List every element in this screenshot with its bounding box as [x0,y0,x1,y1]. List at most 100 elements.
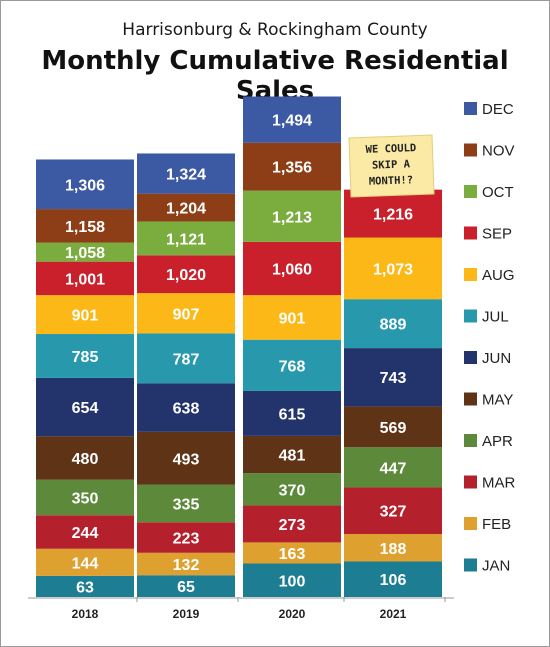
bar-segment-2018-may [36,436,134,480]
annotation-line: SKIP A [372,158,411,171]
data-label-2019-oct: 1,121 [166,231,206,248]
data-label-2018-dec: 1,306 [65,177,105,194]
data-label-2020-jul: 768 [279,358,306,375]
data-label-2018-jan: 63 [76,579,94,596]
data-label-2020-feb: 163 [279,546,306,563]
bar-segment-2019-sep [137,255,235,294]
annotation-line: MONTH!? [369,174,414,188]
bar-segment-2019-oct [137,221,235,256]
data-label-2021-jul: 889 [380,317,407,334]
data-label-2018-may: 480 [72,451,99,468]
data-label-2018-mar: 244 [72,525,99,542]
bar-segment-2020-jan [243,563,341,597]
data-label-2021-jan: 106 [380,572,407,589]
bar-segment-2021-feb [344,534,442,562]
bar-segment-2018-oct [36,242,134,262]
bar-segment-2020-feb [243,542,341,564]
x-tick-label-2020: 2020 [279,607,306,621]
legend: DEC NOV OCT SEP AUG JUL JUN MAY APR MAR FEB JAN [464,101,516,575]
data-label-2018-aug: 901 [72,308,99,325]
data-label-2019-nov: 1,204 [166,201,206,218]
bar-segment-2018-jul [36,334,134,378]
legend-label-mar: MAR [482,475,516,492]
bar-segment-2021-jun [344,348,442,407]
legend-label-apr: APR [482,433,513,450]
legend-swatch-mar [464,475,477,489]
data-label-2020-jun: 615 [279,406,306,423]
data-label-2021-may: 569 [380,420,407,437]
sticky-note [348,134,435,198]
data-label-2020-aug: 901 [279,310,306,327]
legend-label-feb: FEB [482,516,511,533]
bar-segment-2018-jan [36,575,134,597]
legend-swatch-aug [464,268,477,281]
data-label-2019-aug: 907 [173,306,200,323]
legend-swatch-feb [464,517,477,530]
bar-segment-2019-dec [137,153,235,194]
legend-label-sep: SEP [482,226,512,243]
bar-segment-2021-jul [344,299,442,349]
bar-segment-2018-dec [36,159,134,210]
bar-segment-2021-may [344,406,442,448]
legend-swatch-jan [464,558,477,572]
bar-segment-2020-mar [243,505,341,543]
data-label-2019-mar: 223 [173,531,200,548]
bar-segment-2021-sep [344,189,442,238]
data-label-2018-jun: 654 [72,400,99,417]
data-label-2018-apr: 350 [72,491,99,508]
data-label-2019-apr: 335 [173,497,200,514]
data-label-2019-jan: 65 [177,579,195,596]
data-label-2018-feb: 144 [72,555,99,572]
x-tick-label-2021: 2021 [380,607,407,621]
data-label-2020-mar: 273 [279,517,306,534]
legend-swatch-jun [464,351,477,364]
data-label-2018-nov: 1,158 [65,219,105,236]
legend-swatch-apr [464,434,477,447]
bar-segment-2020-aug [243,295,341,340]
bar-segment-2020-apr [243,473,341,506]
bar-segment-2019-jun [137,383,235,432]
data-label-2020-oct: 1,213 [272,209,312,226]
bar-segment-2019-jan [137,575,235,597]
bar-segment-2019-mar [137,522,235,553]
plot-area: 63 144 244 350 480 654 785 901 1,001 1,058 1,158 1,… [28,96,454,621]
legend-label-jan: JAN [482,558,510,575]
legend-swatch-nov [464,143,477,157]
legend-label-nov: NOV [482,143,515,160]
data-label-2021-aug: 1,073 [373,261,413,278]
bar-segment-2018-jun [36,377,134,437]
legend-label-aug: AUG [482,267,515,284]
legend-swatch-jul [464,309,477,323]
legend-label-oct: OCT [482,184,514,201]
bar-segment-2019-may [137,431,235,485]
chart-subtitle: Harrisonburg & Rockingham County [122,20,428,40]
bar-segment-2018-nov [36,209,134,243]
data-label-2020-sep: 1,060 [272,262,312,279]
data-label-2021-feb: 188 [380,541,407,558]
bar-segment-2019-apr [137,484,235,523]
bar-segment-2020-dec [243,96,341,143]
data-label-2020-apr: 370 [279,482,306,499]
data-label-2019-jul: 787 [173,351,200,368]
annotation-line: WE COULD [365,142,416,156]
x-tick-label-2019: 2019 [173,607,200,621]
data-label-2019-feb: 132 [173,557,200,574]
data-label-2020-dec: 1,494 [272,113,312,130]
data-label-2021-mar: 327 [380,504,407,521]
bar-segment-2020-jul [243,339,341,391]
legend-swatch-dec [464,102,477,115]
data-label-2021-apr: 447 [380,460,407,477]
bar-segment-2020-oct [243,190,341,242]
data-label-2020-may: 481 [279,447,306,464]
bar-segment-2018-sep [36,261,134,296]
data-label-2021-sep: 1,216 [373,207,413,224]
bar-segment-2020-sep [243,241,341,296]
legend-label-jul: JUL [482,309,509,326]
bar-segment-2021-jan [344,561,442,597]
bar-segment-2018-aug [36,295,134,335]
data-label-2020-nov: 1,356 [272,160,312,177]
bar-segment-2021-aug [344,237,442,300]
sticky-note-annotation: WE COULD SKIP A MONTH!? [348,134,435,198]
legend-label-dec: DEC [482,101,514,118]
